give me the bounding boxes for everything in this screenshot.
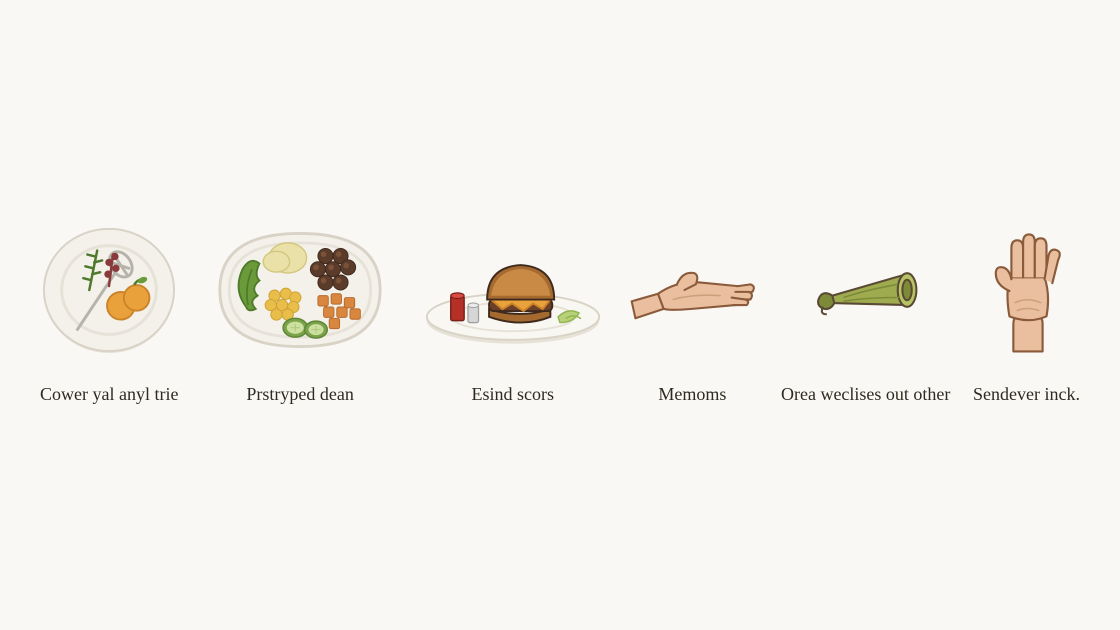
burger-plate-icon <box>422 210 604 370</box>
item-burger-plate: Esind scors <box>422 210 604 405</box>
megaphone-icon <box>810 210 922 370</box>
caption-plate-herbs: Cower yal anyl trie <box>40 384 178 405</box>
hand-up-icon <box>988 210 1066 370</box>
caption-burger-plate: Esind scors <box>471 384 554 405</box>
items-row: Cower yal anyl trie <box>0 210 1120 405</box>
caption-hand-up: Sendever inck. <box>973 384 1080 405</box>
item-platter: Prstryped dean <box>201 210 399 405</box>
hand-flat-icon <box>626 210 758 370</box>
infographic-stage: Cower yal anyl trie <box>0 0 1120 630</box>
platter-icon <box>201 210 399 370</box>
plate-herbs-icon <box>40 210 178 370</box>
item-plate-herbs: Cower yal anyl trie <box>40 210 178 405</box>
caption-platter: Prstryped dean <box>246 384 353 405</box>
caption-hand-flat: Memoms <box>658 384 726 405</box>
item-megaphone: Orea weclises out other <box>781 210 950 405</box>
item-hand-flat: Memoms <box>626 210 758 405</box>
caption-megaphone: Orea weclises out other <box>781 384 950 405</box>
item-hand-up: Sendever inck. <box>973 210 1080 405</box>
